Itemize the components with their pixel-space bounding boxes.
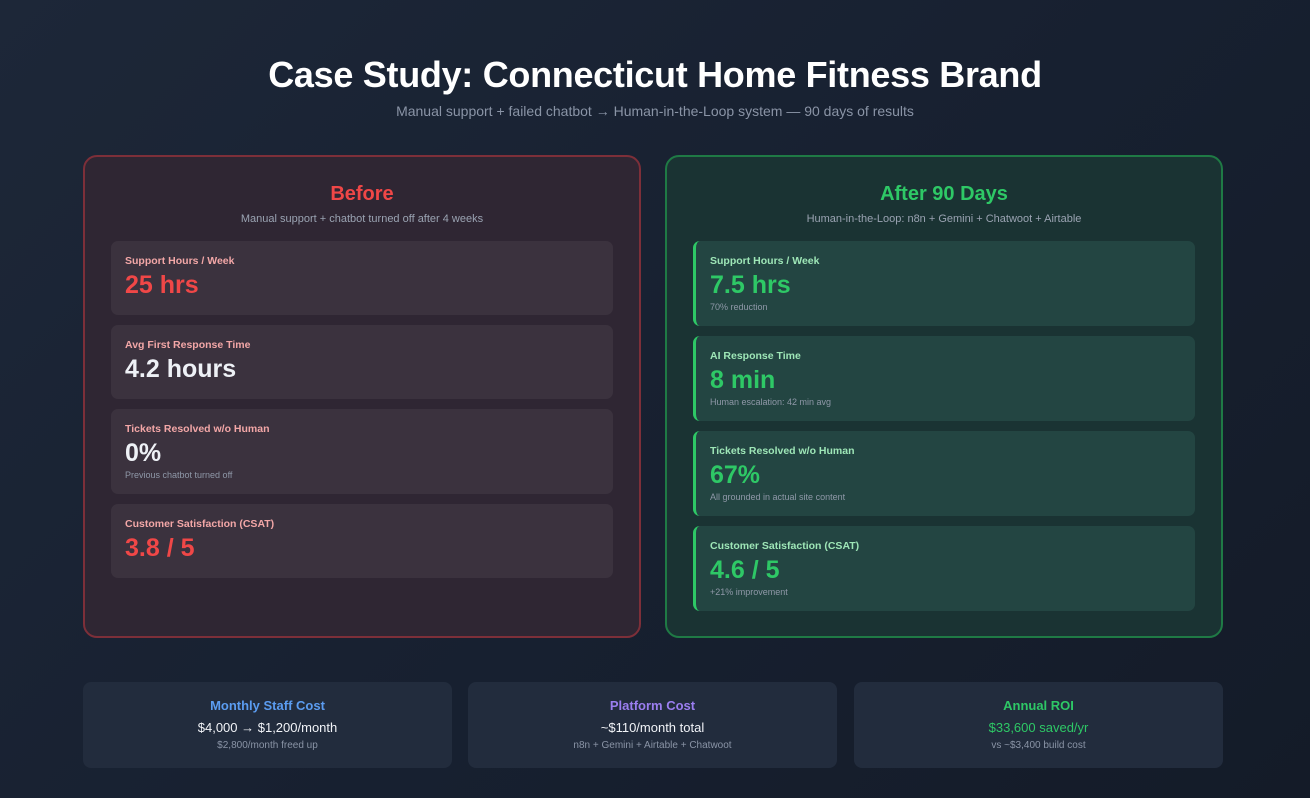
before-title: Before (330, 183, 394, 205)
annual-roi-card: Annual ROI $33,600 saved/yr vs ~$3,400 b… (854, 682, 1223, 768)
page-title: Case Study: Connecticut Home Fitness Bra… (268, 54, 1042, 95)
summary-value: ~$110/month total (600, 720, 705, 735)
after-support-hours-card: Support Hours / Week 7.5 hrs 70% reducti… (693, 241, 1195, 326)
after-response-time-card: AI Response Time 8 min Human escalation:… (693, 336, 1195, 421)
before-response-time-card: Avg First Response Time 4.2 hours (111, 325, 613, 399)
before-csat-card: Customer Satisfaction (CSAT) 3.8 / 5 (111, 504, 613, 578)
after-subtitle: Human-in-the-Loop: n8n + Gemini + Chatwo… (806, 213, 1082, 225)
metric-label: Support Hours / Week (710, 255, 820, 267)
summary-note: vs ~$3,400 build cost (991, 740, 1086, 751)
metric-note: All grounded in actual site content (710, 492, 846, 502)
metric-value: 7.5 hrs (710, 271, 791, 299)
metric-value: 4.2 hours (125, 355, 237, 383)
metric-value: 25 hrs (125, 271, 199, 299)
metric-label: Customer Satisfaction (CSAT) (125, 518, 275, 530)
summary-value: $33,600 saved/yr (988, 720, 1089, 735)
metric-value: 4.6 / 5 (710, 556, 780, 584)
after-csat-card: Customer Satisfaction (CSAT) 4.6 / 5 +21… (693, 526, 1195, 611)
metric-value: 8 min (710, 366, 776, 394)
after-title: After 90 Days (880, 183, 1008, 205)
before-panel: Before Manual support + chatbot turned o… (83, 155, 641, 638)
metric-value: 0% (125, 439, 162, 467)
summary-note: n8n + Gemini + Airtable + Chatwoot (573, 740, 732, 751)
before-subtitle: Manual support + chatbot turned off afte… (240, 213, 484, 225)
after-tickets-resolved-card: Tickets Resolved w/o Human 67% All groun… (693, 431, 1195, 516)
metric-note: Previous chatbot turned off (125, 470, 233, 480)
summary-value: $4,000 → $1,200/month (197, 720, 338, 735)
summary-title: Annual ROI (1003, 698, 1074, 713)
monthly-staff-cost-card: Monthly Staff Cost $4,000 → $1,200/month… (83, 682, 452, 768)
after-panel: After 90 Days Human-in-the-Loop: n8n + G… (665, 155, 1223, 638)
metric-label: Tickets Resolved w/o Human (125, 423, 270, 435)
metric-value: 67% (710, 461, 761, 489)
before-tickets-resolved-card: Tickets Resolved w/o Human 0% Previous c… (111, 409, 613, 494)
summary-title: Platform Cost (609, 698, 696, 713)
metric-value: 3.8 / 5 (125, 534, 195, 562)
before-support-hours-card: Support Hours / Week 25 hrs (111, 241, 613, 315)
metric-note: +21% improvement (710, 587, 788, 597)
summary-title: Monthly Staff Cost (210, 698, 325, 713)
metric-label: Support Hours / Week (125, 255, 235, 267)
metric-label: Tickets Resolved w/o Human (710, 445, 855, 457)
metric-label: AI Response Time (710, 350, 801, 362)
summary-note: $2,800/month freed up (217, 740, 318, 751)
metric-note: Human escalation: 42 min avg (710, 397, 832, 407)
metric-note: 70% reduction (710, 302, 768, 312)
metric-label: Avg First Response Time (125, 339, 251, 351)
platform-cost-card: Platform Cost ~$110/month total n8n + Ge… (468, 682, 837, 768)
page-subtitle: Manual support + failed chatbot → Human-… (396, 103, 914, 119)
metric-label: Customer Satisfaction (CSAT) (710, 540, 860, 552)
